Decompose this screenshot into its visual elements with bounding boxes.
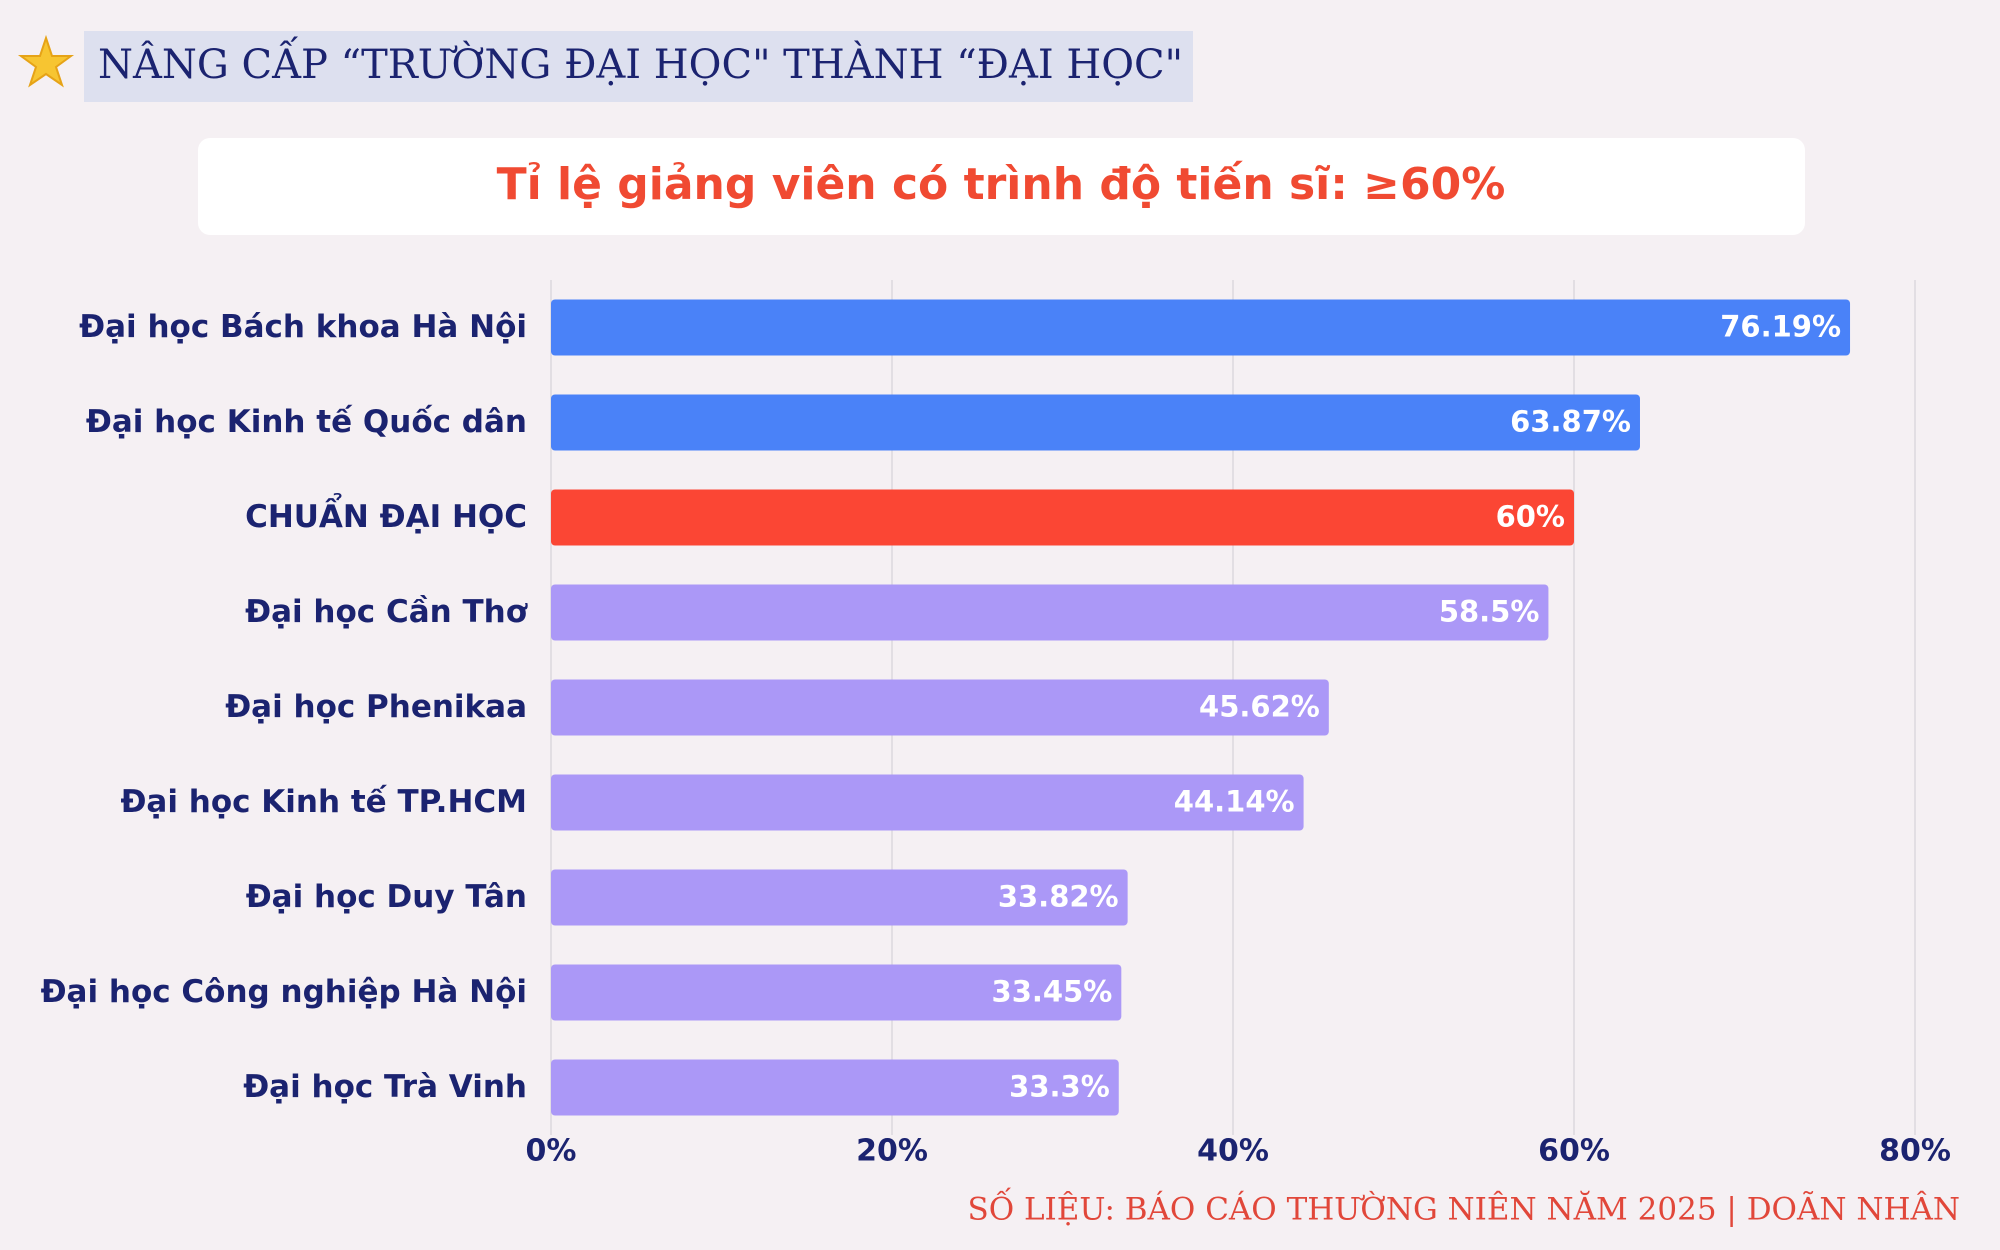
category-label: Đại học Công nghiệp Hà Nội (41, 974, 527, 1010)
subtitle-box (198, 138, 1805, 235)
category-label: CHUẨN ĐẠI HỌC (245, 494, 527, 535)
header-title: NÂNG CẤP “TRƯỜNG ĐẠI HỌC" THÀNH “ĐẠI HỌC… (98, 37, 1183, 88)
bar (551, 394, 1640, 451)
bar (551, 584, 1549, 641)
category-label: Đại học Cần Thơ (245, 594, 528, 630)
bar (551, 299, 1851, 356)
category-label: Đại học Kinh tế TP.HCM (120, 784, 527, 820)
x-tick-label: 60% (1538, 1134, 1610, 1169)
category-label: Đại học Duy Tân (246, 879, 527, 915)
category-label: Đại học Kinh tế Quốc dân (86, 404, 527, 440)
star-icon (17, 34, 75, 88)
x-tick-label: 20% (856, 1134, 928, 1169)
category-label: Đại học Bách khoa Hà Nội (79, 309, 527, 345)
header-box (84, 31, 1193, 102)
value-label: 58.5% (1439, 595, 1540, 629)
value-label: 33.45% (992, 975, 1113, 1009)
plot-area: 0% 20% 40% 60% 80% 76.19% Đại học Bách khoa Hà… (41, 280, 1951, 1169)
value-label: 44.14% (1174, 785, 1295, 819)
x-tick-label: 40% (1197, 1134, 1269, 1169)
x-tick-label: 0% (526, 1134, 577, 1169)
chart-title: Tỉ lệ giảng viên có trình độ tiến sĩ: ≥6… (497, 159, 1506, 210)
bar (551, 1059, 1119, 1116)
category-label: Đại học Trà Vinh (243, 1069, 527, 1105)
value-label: 60% (1496, 500, 1565, 534)
value-label: 33.3% (1009, 1070, 1110, 1104)
x-tick-label: 80% (1879, 1134, 1951, 1169)
value-label: 76.19% (1720, 310, 1841, 344)
bar (551, 679, 1329, 736)
bar (551, 869, 1128, 926)
value-label: 63.87% (1510, 405, 1631, 439)
value-label: 45.62% (1199, 690, 1320, 724)
bar (551, 964, 1122, 1021)
value-label: 33.82% (998, 880, 1119, 914)
category-label: Đại học Phenikaa (225, 689, 527, 725)
source: SỐ LIỆU: BÁO CÁO THƯỜNG NIÊN NĂM 2025 | … (967, 1187, 1960, 1228)
bar (551, 774, 1304, 831)
bar (551, 489, 1574, 546)
